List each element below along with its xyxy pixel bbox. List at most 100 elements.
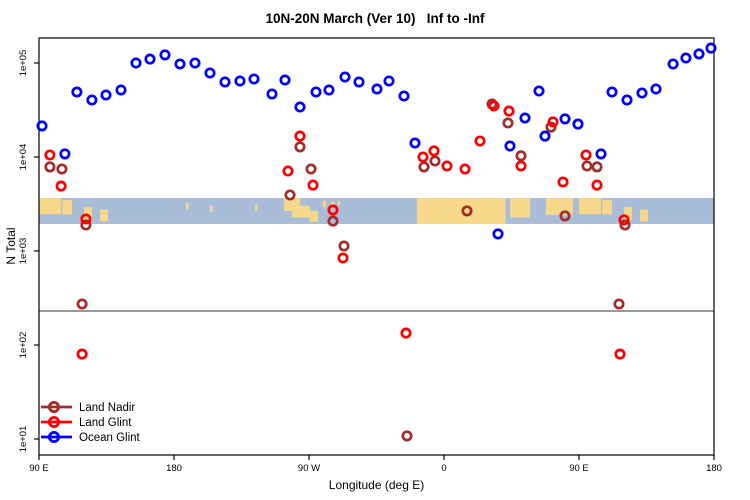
data-point-ocean-glint xyxy=(667,58,679,70)
data-point-ocean-glint xyxy=(383,75,395,87)
data-point-ocean-glint xyxy=(174,58,186,70)
data-point-ocean-glint xyxy=(86,94,98,106)
data-point-land-nadir xyxy=(502,117,514,129)
data-point-ocean-glint xyxy=(100,89,112,101)
y-axis-tick-label: 1e+03 xyxy=(18,238,29,265)
data-point-ocean-glint xyxy=(533,85,545,97)
data-point-ocean-glint xyxy=(310,86,322,98)
data-point-land-nadir xyxy=(613,298,625,310)
data-point-land-glint xyxy=(618,214,630,226)
data-point-ocean-glint xyxy=(71,86,83,98)
data-point-land-glint xyxy=(307,179,319,191)
data-point-ocean-glint xyxy=(636,87,648,99)
data-point-land-nadir xyxy=(327,215,339,227)
data-point-land-glint xyxy=(337,252,349,264)
data-point-ocean-glint xyxy=(650,83,662,95)
data-point-ocean-glint xyxy=(693,48,705,60)
data-point-ocean-glint xyxy=(371,83,383,95)
data-point-ocean-glint xyxy=(219,76,231,88)
legend-point-sample xyxy=(47,430,61,444)
data-point-ocean-glint xyxy=(248,73,260,85)
data-point-ocean-glint xyxy=(504,140,516,152)
data-point-ocean-glint xyxy=(294,101,306,113)
data-point-ocean-glint xyxy=(144,53,156,65)
data-point-land-nadir xyxy=(56,163,68,175)
data-point-land-nadir xyxy=(545,121,557,133)
data-point-land-nadir xyxy=(515,150,527,162)
legend-point-sample xyxy=(47,400,61,414)
data-point-land-glint xyxy=(294,130,306,142)
legend-point-sample xyxy=(47,415,61,429)
data-point-ocean-glint xyxy=(189,57,201,69)
map-band-land-patch xyxy=(417,198,506,224)
map-band-land-patch xyxy=(624,207,632,221)
data-point-land-nadir xyxy=(461,205,473,217)
map-band-land-patch xyxy=(510,198,530,218)
data-point-land-nadir xyxy=(418,161,430,173)
data-point-land-glint xyxy=(459,163,471,175)
data-point-ocean-glint xyxy=(204,67,216,79)
data-point-land-nadir xyxy=(44,161,56,173)
y-axis-tick-label: 1e+01 xyxy=(18,426,29,453)
data-point-ocean-glint xyxy=(115,84,127,96)
y-axis-title: N Total xyxy=(4,227,18,265)
data-point-land-nadir xyxy=(76,298,88,310)
x-axis-tick-label: 0 xyxy=(441,463,446,474)
data-point-ocean-glint xyxy=(36,120,48,132)
map-band-land-patch xyxy=(579,198,602,215)
map-band-land-patch xyxy=(292,205,311,218)
data-point-ocean-glint xyxy=(234,75,246,87)
map-band-land-patch xyxy=(322,200,326,208)
legend-label-land-glint: Land Glint xyxy=(79,417,132,429)
data-point-ocean-glint xyxy=(409,137,421,149)
data-point-land-nadir xyxy=(591,161,603,173)
x-axis-tick-label: 90 E xyxy=(29,463,49,474)
data-point-ocean-glint xyxy=(595,148,607,160)
data-point-land-glint xyxy=(55,180,67,192)
plot-frame xyxy=(38,37,715,456)
data-point-ocean-glint xyxy=(130,57,142,69)
legend-label-ocean-glint: Ocean Glint xyxy=(79,432,141,444)
map-band-land-patch xyxy=(100,209,108,222)
map-band-land-patch xyxy=(640,209,648,222)
data-point-ocean-glint xyxy=(339,71,351,83)
map-band-land-patch xyxy=(337,200,341,206)
x-axis-tick-label: 90 E xyxy=(569,463,589,474)
data-point-ocean-glint xyxy=(492,228,504,240)
y-axis-tick-label: 1e+04 xyxy=(18,144,29,171)
map-band-land-patch xyxy=(84,207,92,221)
data-point-land-glint xyxy=(488,100,500,112)
data-point-land-nadir xyxy=(80,219,92,231)
data-point-land-glint xyxy=(557,176,569,188)
y-axis-tick-label: 1e+05 xyxy=(18,50,29,77)
data-point-land-glint xyxy=(417,151,429,163)
data-point-land-glint xyxy=(76,348,88,360)
data-point-ocean-glint xyxy=(621,94,633,106)
data-point-land-nadir xyxy=(294,141,306,153)
map-band-land-patch xyxy=(210,205,213,213)
data-point-ocean-glint xyxy=(398,90,410,102)
data-point-land-nadir xyxy=(429,155,441,167)
data-point-land-glint xyxy=(44,149,56,161)
data-point-ocean-glint xyxy=(539,130,551,142)
x-axis-tick-label: 180 xyxy=(166,463,182,474)
map-band-land-patch xyxy=(39,198,62,215)
data-point-land-nadir xyxy=(338,240,350,252)
data-point-land-nadir xyxy=(559,210,571,222)
data-point-land-glint xyxy=(400,327,412,339)
data-point-ocean-glint xyxy=(606,86,618,98)
data-point-land-glint xyxy=(614,348,626,360)
map-band-land-patch xyxy=(602,200,612,215)
data-point-land-nadir xyxy=(401,430,413,442)
x-axis-tick-label: 180 xyxy=(706,463,722,474)
data-point-land-glint xyxy=(327,204,339,216)
data-point-land-glint xyxy=(474,135,486,147)
map-band-land-patch xyxy=(62,200,72,215)
data-point-land-glint xyxy=(547,116,559,128)
data-point-land-nadir xyxy=(305,163,317,175)
data-point-land-glint xyxy=(580,149,592,161)
map-band-ocean xyxy=(39,198,714,224)
data-point-ocean-glint xyxy=(59,148,71,160)
chart-title: 10N-20N March (Ver 10) Inf to -Inf xyxy=(265,11,485,26)
map-band-land-patch xyxy=(186,203,189,210)
